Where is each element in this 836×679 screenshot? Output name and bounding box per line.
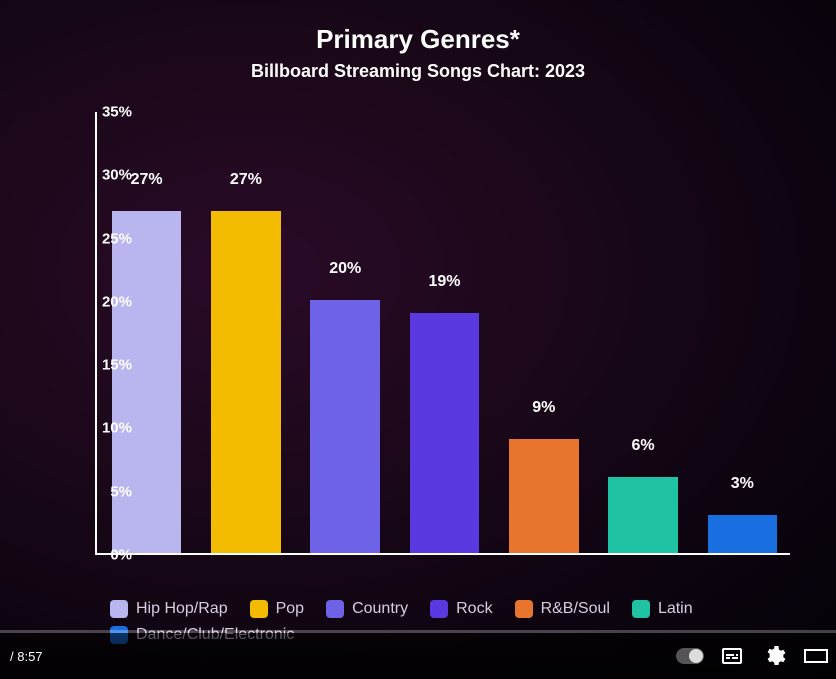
ytick-label: 30% — [102, 167, 132, 184]
bar-value-label: 9% — [532, 399, 555, 417]
bar-value-label: 20% — [329, 260, 361, 278]
legend-label: Latin — [658, 600, 693, 618]
legend-swatch — [632, 600, 650, 618]
bar — [608, 477, 678, 553]
bar-value-label: 19% — [428, 273, 460, 291]
bar — [310, 300, 380, 553]
legend-swatch — [110, 600, 128, 618]
autoplay-toggle[interactable] — [676, 642, 704, 670]
legend-item: Hip Hop/Rap — [110, 600, 228, 618]
legend-item: Rock — [430, 600, 492, 618]
bar — [410, 313, 480, 553]
ytick-label: 25% — [102, 230, 132, 247]
bar — [112, 211, 182, 553]
legend-label: R&B/Soul — [541, 600, 610, 618]
theatre-mode-button[interactable] — [802, 642, 830, 670]
ytick-label: 5% — [110, 483, 132, 500]
legend-swatch — [515, 600, 533, 618]
chart-plot-area: 27% 27% 20% 19% 9% 6% 3% — [95, 112, 790, 555]
legend-swatch — [326, 600, 344, 618]
bar — [211, 211, 281, 553]
legend-label: Pop — [276, 600, 304, 618]
legend-item: Country — [326, 600, 408, 618]
legend-label: Country — [352, 600, 408, 618]
chart-title: Primary Genres* — [0, 24, 836, 55]
bar-value-label: 3% — [731, 475, 754, 493]
ytick-label: 10% — [102, 420, 132, 437]
legend-item: Latin — [632, 600, 693, 618]
gear-icon — [762, 644, 786, 668]
bar-value-label: 27% — [131, 171, 163, 189]
subtitles-button[interactable] — [718, 642, 746, 670]
legend-item: Pop — [250, 600, 304, 618]
progress-bar[interactable] — [0, 630, 836, 633]
bar — [509, 439, 579, 553]
legend-label: Hip Hop/Rap — [136, 600, 228, 618]
bar — [708, 515, 778, 553]
subtitles-icon — [720, 644, 744, 668]
legend-item: R&B/Soul — [515, 600, 610, 618]
video-player-bar: / 8:57 — [0, 633, 836, 679]
settings-button[interactable] — [760, 642, 788, 670]
legend-swatch — [250, 600, 268, 618]
ytick-label: 20% — [102, 293, 132, 310]
chart-container: Primary Genres* Billboard Streaming Song… — [0, 0, 836, 640]
legend-label: Rock — [456, 600, 492, 618]
chart-subtitle: Billboard Streaming Songs Chart: 2023 — [0, 61, 836, 82]
ytick-label: 0% — [110, 547, 132, 564]
theatre-icon — [803, 644, 829, 668]
time-display: / 8:57 — [10, 649, 43, 664]
ytick-label: 35% — [102, 104, 132, 121]
bar-value-label: 27% — [230, 171, 262, 189]
bar-value-label: 6% — [632, 437, 655, 455]
ytick-label: 15% — [102, 357, 132, 374]
legend-swatch — [430, 600, 448, 618]
